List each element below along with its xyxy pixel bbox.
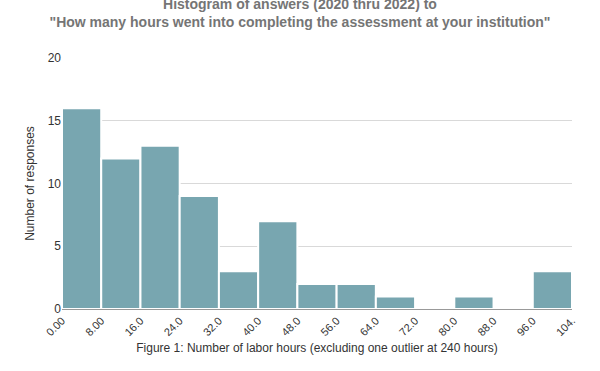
svg-text:32.0: 32.0 <box>201 315 225 339</box>
svg-text:64.0: 64.0 <box>358 315 382 339</box>
svg-text:10: 10 <box>48 177 62 191</box>
svg-text:0.00: 0.00 <box>44 315 68 339</box>
svg-text:24.0: 24.0 <box>161 315 185 339</box>
svg-text:Histogram of answers (2020 thr: Histogram of answers (2020 thru 2022) to… <box>50 0 551 30</box>
svg-text:Figure 1: Number of labor hour: Figure 1: Number of labor hours (excludi… <box>136 341 498 355</box>
svg-text:96.0: 96.0 <box>514 315 538 339</box>
svg-text:88.0: 88.0 <box>475 315 499 339</box>
svg-text:0: 0 <box>54 302 61 316</box>
svg-text:72.0: 72.0 <box>397 315 421 339</box>
svg-text:104.: 104. <box>554 315 578 339</box>
svg-text:56.0: 56.0 <box>318 315 342 339</box>
svg-text:40.0: 40.0 <box>240 315 264 339</box>
svg-text:20: 20 <box>48 51 62 65</box>
svg-text:16.0: 16.0 <box>122 315 146 339</box>
svg-text:48.0: 48.0 <box>279 315 303 339</box>
svg-text:80.0: 80.0 <box>436 315 460 339</box>
svg-text:8.00: 8.00 <box>83 315 107 339</box>
svg-text:5: 5 <box>54 239 61 253</box>
svg-text:15: 15 <box>48 114 62 128</box>
svg-text:Number of responses: Number of responses <box>23 126 37 241</box>
